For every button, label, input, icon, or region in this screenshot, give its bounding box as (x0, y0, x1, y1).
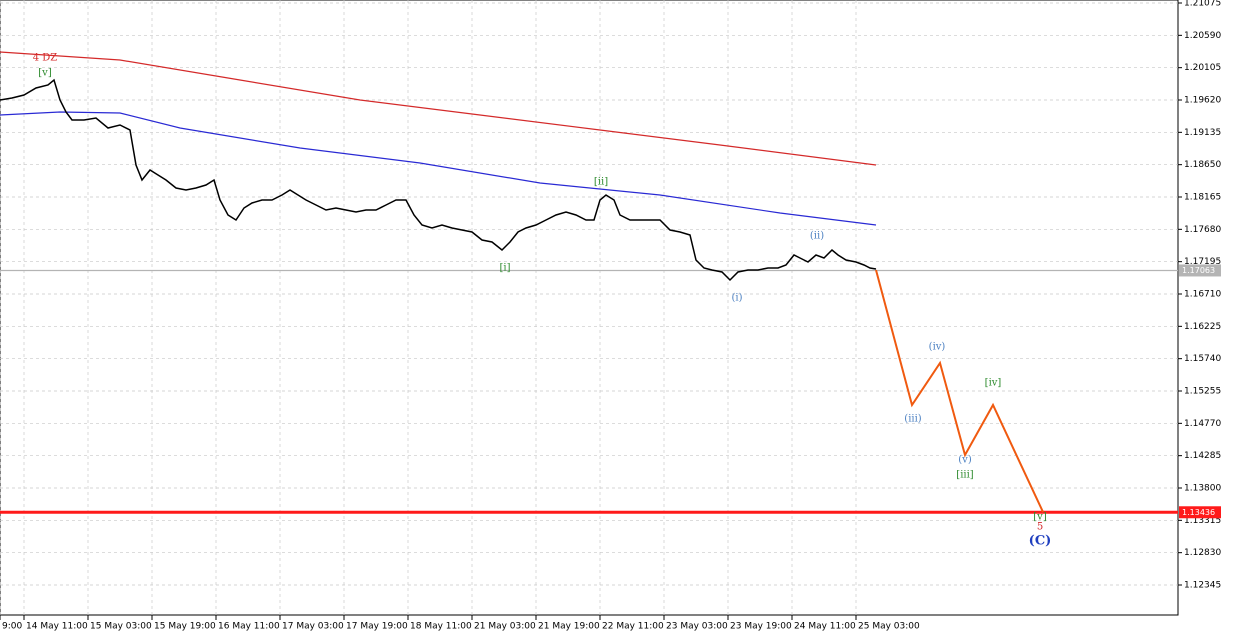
y-tick-label: 1.15255 (1184, 387, 1221, 397)
y-tick-label: 1.16710 (1184, 290, 1221, 300)
y-tick-label: 1.17680 (1184, 225, 1221, 235)
wave-label: 5 (1037, 522, 1043, 533)
wave-label: (v) (958, 455, 972, 466)
wave-label: (iii) (904, 414, 921, 425)
x-tick-label: 14 May 11:00 (26, 622, 88, 632)
x-tick-label: 9:00 (2, 622, 22, 632)
x-tick-label: 15 May 19:00 (154, 622, 216, 632)
wave-label: [v] (38, 68, 52, 79)
y-tick-label: 1.12345 (1184, 581, 1221, 591)
wave-label: (C) (1029, 534, 1052, 549)
moving-average (0, 111, 877, 226)
y-tick-label: 1.14285 (1184, 451, 1221, 461)
x-tick-label: 24 May 11:00 (794, 622, 856, 632)
y-tick-label: 1.18165 (1184, 193, 1221, 203)
y-tick-label: 1.18650 (1184, 160, 1221, 170)
x-tick-label: 17 May 03:00 (282, 622, 344, 632)
x-tick-label: 22 May 11:00 (602, 622, 664, 632)
price-line (0, 78, 877, 282)
wave-label: 4 DZ (33, 53, 58, 64)
wave-label: (ii) (810, 231, 824, 242)
x-tick-label: 17 May 19:00 (346, 622, 408, 632)
y-tick-label: 1.21075 (1184, 0, 1221, 9)
x-tick-label: 23 May 03:00 (666, 622, 728, 632)
x-tick-label: 21 May 19:00 (538, 622, 600, 632)
y-tick-label: 1.20590 (1184, 31, 1221, 41)
forecast-path (875, 269, 1044, 513)
y-tick-label: 1.12830 (1184, 548, 1221, 558)
wave-label: (iv) (929, 342, 946, 353)
y-tick-label: 1.15740 (1184, 354, 1221, 364)
x-tick-label: 18 May 11:00 (410, 622, 472, 632)
y-tick-label: 1.13800 (1184, 484, 1221, 494)
y-tick-label: 1.17195 (1184, 257, 1221, 267)
y-tick-label: 1.19620 (1184, 96, 1221, 106)
x-tick-label: 15 May 03:00 (90, 622, 152, 632)
price-level-label: 1.13436 (1182, 508, 1215, 517)
price-level-label: 1.17063 (1182, 266, 1215, 275)
y-tick-label: 1.14770 (1184, 419, 1221, 429)
plot-area (0, 0, 1179, 616)
wave-label: [v] (1033, 512, 1047, 523)
price-level-box (1179, 264, 1221, 277)
x-tick-label: 23 May 19:00 (730, 622, 792, 632)
x-tick-label: 25 May 03:00 (858, 622, 920, 632)
x-tick-label: 21 May 03:00 (474, 622, 536, 632)
y-tick-label: 1.13315 (1184, 516, 1221, 526)
wave-label: [iv] (985, 378, 1002, 389)
wave-label: [iii] (956, 470, 973, 481)
y-tick-label: 1.20105 (1184, 63, 1221, 73)
price-level-box (1179, 506, 1221, 519)
y-tick-label: 1.19135 (1184, 128, 1221, 138)
x-tick-label: 16 May 11:00 (218, 622, 280, 632)
moving-average (0, 51, 877, 166)
y-tick-label: 1.16225 (1184, 322, 1221, 332)
wave-label: [ii] (594, 177, 608, 188)
wave-label: [i] (499, 263, 510, 274)
wave-label: (i) (731, 293, 742, 304)
